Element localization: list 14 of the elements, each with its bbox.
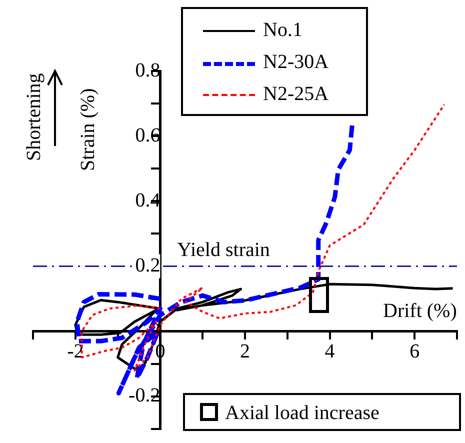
x-tick-label: 6 (410, 340, 420, 363)
x-axis-title: Drift (%) (383, 300, 457, 322)
annotation: Shortening (23, 73, 45, 161)
y-tick-label: -0.2 (128, 384, 160, 407)
x-tick-label: 4 (324, 340, 335, 363)
y-tick-label: 0.2 (135, 254, 160, 277)
annotation: Axial load increase (225, 402, 380, 424)
ref-line-label: Yield strain (177, 239, 270, 262)
legend-label: N2-25A (263, 83, 329, 106)
x-tick-label: 2 (240, 340, 250, 363)
legend-label: No.1 (263, 19, 302, 42)
note-frame: Axial load increase (183, 393, 461, 431)
y-axis-title: Strain (%) (77, 88, 99, 171)
legend-label: N2-30A (263, 51, 329, 74)
